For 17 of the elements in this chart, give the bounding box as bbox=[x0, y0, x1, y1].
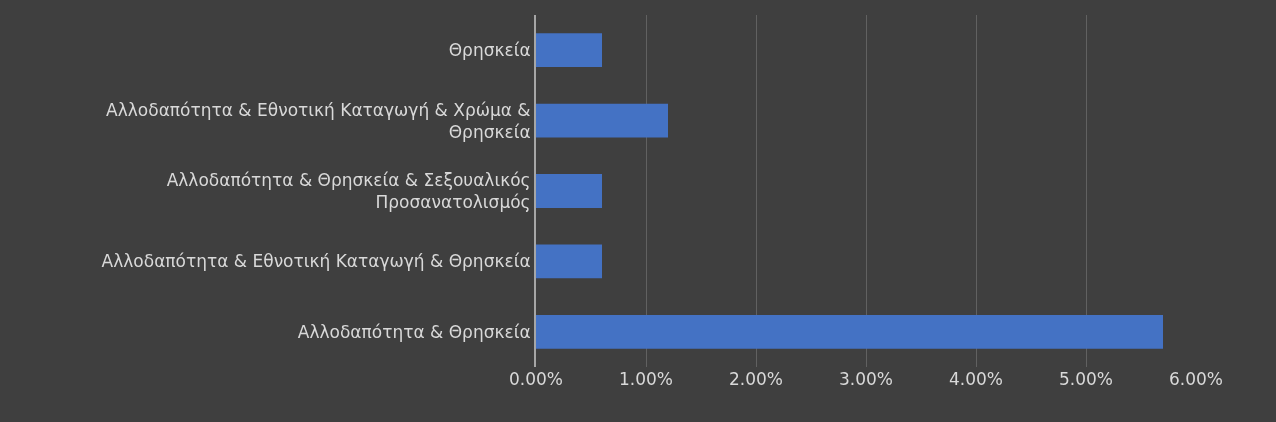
x-tick-label: 0.00% bbox=[508, 369, 564, 389]
bar bbox=[536, 103, 668, 138]
x-tick-label: 5.00% bbox=[1058, 369, 1114, 389]
x-tick-label: 3.00% bbox=[838, 369, 894, 389]
y-tick-label: Αλλοδαπότητα & Εθνοτική Καταγωγή & Θρησκεία bbox=[101, 251, 531, 272]
bar bbox=[536, 33, 602, 68]
x-tick-label: 1.00% bbox=[618, 369, 674, 389]
y-tick-label: Θρησκεία bbox=[448, 40, 531, 61]
x-tick-label: 2.00% bbox=[728, 369, 784, 389]
y-tick-label: Αλλοδαπότητα & Θρησκεία bbox=[297, 321, 531, 342]
bar bbox=[536, 174, 602, 208]
x-tick-label: 6.00% bbox=[1168, 369, 1224, 389]
y-tick-label: Αλλοδαπότητα & Εθνοτική Καταγωγή & Χρώμα & Θρησκεία bbox=[106, 99, 531, 142]
bar bbox=[536, 314, 1163, 349]
y-tick-label: Αλλοδαπότητα & Θρησκεία & Σεξουαλικός Προσανατολισμός bbox=[166, 169, 531, 212]
bar bbox=[536, 244, 602, 279]
x-tick-label: 4.00% bbox=[948, 369, 1004, 389]
